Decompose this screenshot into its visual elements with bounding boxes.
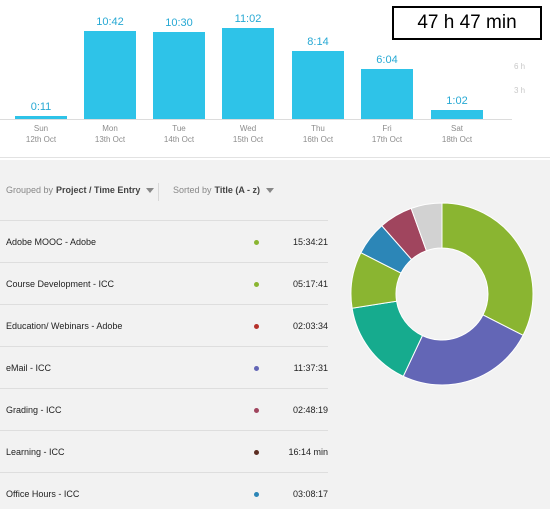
bar-mon[interactable] xyxy=(84,30,136,119)
day-label: Wed xyxy=(239,124,257,133)
project-color-dot xyxy=(254,492,259,497)
list-item[interactable]: eMail - ICC 11:37:31 xyxy=(0,346,328,388)
bar-tue[interactable] xyxy=(153,32,205,119)
entry-duration: 15:34:21 xyxy=(292,236,328,247)
donut-segment-1[interactable] xyxy=(402,314,524,386)
entry-title: Learning - ICC xyxy=(6,446,65,457)
entry-duration: 11:37:31 xyxy=(293,362,328,373)
sort-by-dropdown[interactable]: Sorted by Title (A - z) xyxy=(173,185,275,195)
bar-sun[interactable] xyxy=(15,116,67,119)
project-color-dot xyxy=(254,324,259,329)
toolbar-separator xyxy=(158,183,159,201)
list-item[interactable]: Adobe MOOC - Adobe 15:34:21 xyxy=(0,220,328,262)
bar-wed[interactable] xyxy=(222,28,274,119)
date-label: 16th Oct xyxy=(302,135,334,144)
hour-tick-6: 6 h xyxy=(514,62,526,71)
date-label: 13th Oct xyxy=(94,135,126,144)
entry-title: Education/ Webinars - Adobe xyxy=(6,320,123,331)
entry-duration: 16:14 min xyxy=(288,446,328,457)
bar-value-label: 1:02 xyxy=(446,95,468,108)
day-label: Mon xyxy=(102,124,118,133)
chevron-down-icon xyxy=(266,187,275,193)
total-time-display: 47 h 47 min xyxy=(392,6,542,40)
day-label: Thu xyxy=(311,124,325,133)
time-entry-list: Adobe MOOC - Adobe 15:34:21 Course Develop… xyxy=(0,220,328,514)
entry-title: Grading - ICC xyxy=(6,404,62,415)
donut-segment-6[interactable] xyxy=(410,202,443,252)
group-by-dropdown[interactable]: Grouped by Project / Time Entry xyxy=(6,185,155,195)
entry-title: Course Development - ICC xyxy=(6,278,115,289)
project-color-dot xyxy=(254,408,259,413)
bar-fri[interactable] xyxy=(361,68,413,119)
day-label: Tue xyxy=(172,124,186,133)
day-label: Sat xyxy=(450,124,463,133)
sort-by-value: Title (A - z) xyxy=(214,185,261,195)
day-label: Sun xyxy=(33,124,49,133)
list-item[interactable]: Learning - ICC 16:14 min xyxy=(0,430,328,472)
chart-divider xyxy=(0,157,550,158)
project-donut-chart xyxy=(350,202,534,386)
list-item[interactable]: Grading - ICC 02:48:19 xyxy=(0,388,328,430)
bar-sat[interactable] xyxy=(431,110,483,119)
entry-duration: 03:08:17 xyxy=(292,488,328,499)
bar-value-label: 0:11 xyxy=(30,101,52,113)
day-label: Fri xyxy=(382,124,392,133)
project-color-dot xyxy=(254,282,259,287)
bar-value-label: 8:14 xyxy=(307,36,329,49)
date-label: 15th Oct xyxy=(232,135,264,144)
donut-segment-0[interactable] xyxy=(441,202,534,336)
entry-duration: 02:03:34 xyxy=(292,320,328,331)
date-label: 18th Oct xyxy=(441,135,473,144)
entry-duration: 02:48:19 xyxy=(292,404,328,415)
list-item[interactable]: Education/ Webinars - Adobe 02:03:34 xyxy=(0,304,328,346)
project-color-dot xyxy=(254,240,259,245)
bar-value-label: 10:30 xyxy=(165,17,193,30)
chart-baseline xyxy=(0,119,512,120)
bar-value-label: 11:02 xyxy=(234,13,262,25)
date-label: 17th Oct xyxy=(371,135,403,144)
list-item[interactable]: Office Hours - ICC 03:08:17 xyxy=(0,472,328,514)
sort-by-prefix: Sorted by xyxy=(173,185,212,195)
list-item[interactable]: Course Development - ICC 05:17:41 xyxy=(0,262,328,304)
entry-title: Office Hours - ICC xyxy=(6,488,80,499)
date-label: 12th Oct xyxy=(25,135,57,144)
entry-duration: 05:17:41 xyxy=(292,278,328,289)
entry-title: eMail - ICC xyxy=(6,362,52,373)
date-label: 14th Oct xyxy=(163,135,195,144)
project-color-dot xyxy=(254,366,259,371)
bar-thu[interactable] xyxy=(292,51,344,119)
hour-tick-3: 3 h xyxy=(514,86,526,95)
bar-value-label: 6:04 xyxy=(376,53,398,66)
group-by-prefix: Grouped by xyxy=(6,185,54,195)
project-color-dot xyxy=(254,450,259,455)
chevron-down-icon xyxy=(146,187,155,193)
group-by-value: Project / Time Entry xyxy=(56,185,141,195)
bar-value-label: 10:42 xyxy=(96,15,124,28)
entry-title: Adobe MOOC - Adobe xyxy=(6,236,97,247)
